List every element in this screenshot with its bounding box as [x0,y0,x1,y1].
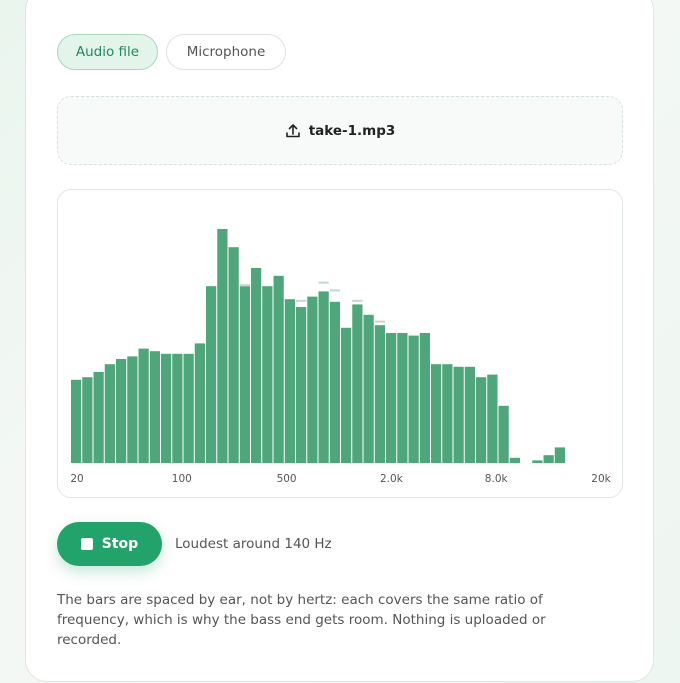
bar [554,447,565,463]
peak-marker [352,299,363,302]
bar [352,304,363,463]
bar [93,372,104,463]
x-tick-label: 500 [277,473,297,485]
bar [82,377,93,463]
bar [172,353,183,463]
peak-marker [329,289,340,292]
bar [442,364,453,463]
bar [296,307,307,463]
stop-button[interactable]: Stop [57,522,162,566]
bar [138,348,149,463]
bar [104,364,115,463]
spectrum-chart: 20 100 500 2.0k 8.0k 20k [70,229,612,485]
note-text: The bars are spaced by ear, not by hertz… [57,592,546,648]
bar [161,353,172,463]
button-label: Stop [101,536,139,552]
tab-audio-file[interactable]: Audio file [57,34,158,70]
bar [453,366,464,463]
spectrum-panel: 20 100 500 2.0k 8.0k 20k [57,189,623,498]
bar [149,351,160,463]
bar [498,405,509,463]
bar [329,301,340,463]
bar [543,455,554,463]
bar [251,268,262,463]
upload-icon [285,123,300,137]
bar [71,379,82,463]
bar [464,366,475,463]
bar [386,333,397,463]
bar [509,457,520,463]
bar [532,460,543,463]
bar [284,299,295,463]
tab-microphone[interactable]: Microphone [166,34,286,70]
bar [239,286,250,463]
x-tick-label: 2.0k [380,473,404,485]
bar [273,275,284,463]
file-name: take-1.mp3 [308,122,396,139]
peak-marker [239,284,250,287]
bar [419,333,430,463]
bar [206,286,217,463]
x-tick-label: 8.0k [485,473,509,485]
status-text: Loudest around 140 Hz [175,536,332,552]
bar [262,286,273,463]
bar [318,291,329,463]
bar [194,343,205,463]
bar [341,327,352,463]
bar [183,353,194,463]
bar [307,296,318,463]
bar [431,364,442,463]
bar [217,229,228,463]
x-tick-label: 100 [172,473,192,485]
bar [476,377,487,463]
bar [127,356,138,463]
bar [397,333,408,463]
peak-marker [374,320,385,323]
bar [116,359,127,463]
file-drop[interactable]: take-1.mp3 [57,96,623,165]
bar [228,247,239,463]
bar [487,374,498,463]
peak-marker [296,299,307,302]
peak-marker [318,281,329,284]
x-tick-label: 20k [591,473,611,485]
bar [363,314,374,463]
bar [374,325,385,463]
x-tick-label: 20 [70,473,83,485]
bar [408,335,419,463]
stop-icon [80,538,93,550]
